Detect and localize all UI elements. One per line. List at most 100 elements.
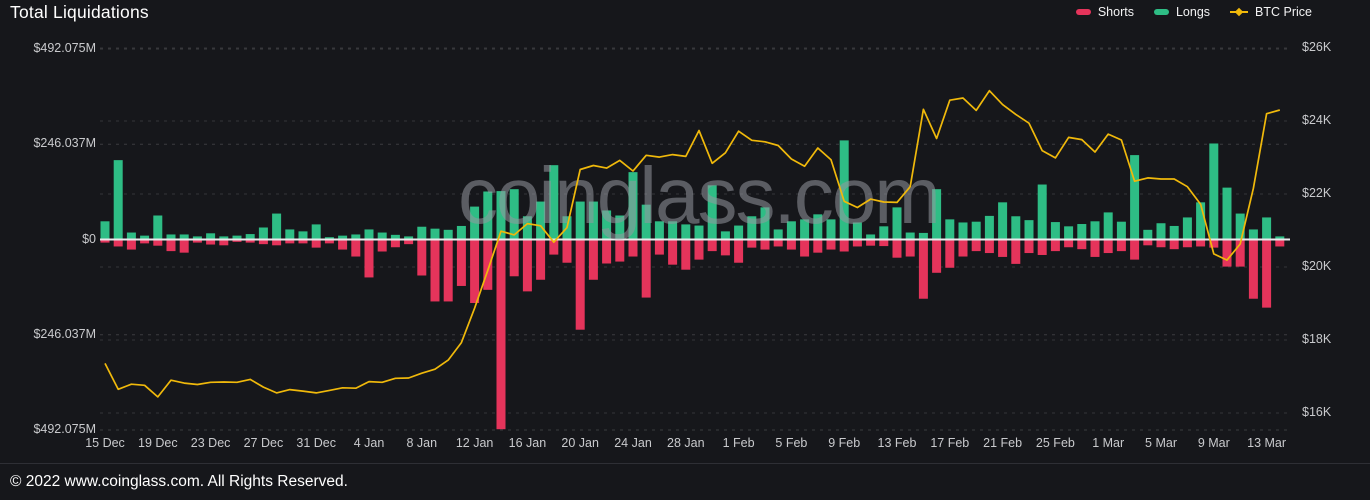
left-axis-tick-label: $492.075M [33, 422, 96, 436]
bar-short [1090, 239, 1100, 257]
longs-swatch-icon [1153, 9, 1169, 15]
x-axis-tick-label: 21 Feb [983, 436, 1023, 450]
bar-short [113, 239, 123, 247]
copyright-text: © 2022 www.coinglass.com. All Rights Res… [10, 473, 348, 490]
bar-short [1182, 239, 1192, 248]
x-axis-tick-label: 23 Dec [190, 436, 231, 450]
bar-short [602, 239, 612, 264]
bar-short [351, 239, 361, 257]
btc-price-line-icon [1230, 7, 1249, 16]
bar-long [1011, 216, 1021, 240]
bar-short [245, 239, 255, 243]
bar-long [681, 224, 691, 240]
bar-short [615, 239, 625, 262]
bar-short [232, 239, 242, 242]
bar-long [1050, 222, 1060, 240]
bar-long [338, 235, 348, 240]
bar-short [813, 239, 823, 253]
bar-short [1222, 239, 1232, 267]
bar-long [826, 219, 836, 240]
bar-short [483, 239, 493, 290]
bar-long [1275, 236, 1285, 240]
x-axis-tick-label: 1 Mar [1092, 436, 1125, 450]
bar-long [100, 221, 110, 240]
bar-long [1116, 221, 1126, 240]
bar-short [800, 239, 810, 257]
x-axis-tick-label: 24 Jan [614, 436, 652, 450]
bar-short [681, 239, 691, 270]
bar-short [1011, 239, 1021, 264]
bar-short [192, 239, 202, 243]
page-title: Total Liquidations [10, 2, 149, 22]
bar-long [800, 219, 810, 240]
bar-long [166, 234, 176, 240]
bar-short [1064, 239, 1074, 248]
bar-short [786, 239, 796, 250]
bar-short [1024, 239, 1034, 254]
bar-long [932, 189, 942, 240]
bar-long [272, 213, 282, 240]
bar-short [549, 239, 559, 255]
right-axis-tick-label: $22K [1302, 186, 1332, 200]
bar-long [694, 225, 704, 240]
bar-short [1262, 239, 1272, 308]
bar-long [417, 226, 427, 240]
bar-long [1037, 184, 1047, 240]
bar-long [536, 201, 546, 240]
bar-long [126, 232, 136, 240]
bar-long [773, 229, 783, 240]
legend-label-shorts: Shorts [1097, 5, 1134, 19]
shorts-bars [100, 239, 1285, 430]
coinglass-watermark: coinglass.com [458, 151, 941, 240]
bar-short [1130, 239, 1140, 260]
bar-short [285, 239, 295, 244]
bar-long [483, 191, 493, 240]
bar-short [998, 239, 1008, 257]
bar-long [1156, 223, 1166, 240]
bar-long [179, 234, 189, 240]
bar-long [707, 185, 717, 240]
bar-short [1169, 239, 1179, 250]
bar-long [1103, 212, 1113, 240]
chart-legend: Shorts Longs BTC Price [1075, 5, 1312, 19]
bar-long [839, 140, 849, 240]
bar-long [628, 172, 638, 240]
bar-long [641, 204, 651, 240]
bar-short [654, 239, 664, 255]
bar-long [113, 160, 123, 240]
bar-short [905, 239, 915, 257]
bar-short [641, 239, 651, 298]
x-axis-tick-label: 13 Feb [877, 436, 917, 450]
legend-item-longs[interactable]: Longs [1153, 5, 1210, 19]
bar-long [219, 236, 229, 240]
bar-short [1248, 239, 1258, 299]
bar-short [404, 239, 414, 245]
bar-short [1077, 239, 1087, 250]
bar-short [1275, 239, 1285, 247]
bar-short [377, 239, 387, 252]
shorts-swatch-icon [1075, 9, 1091, 15]
bar-short [958, 239, 968, 257]
legend-item-shorts[interactable]: Shorts [1075, 5, 1134, 19]
left-axis-tick-label: $0 [82, 231, 96, 246]
x-axis-tick-label: 19 Dec [137, 436, 178, 450]
x-axis-tick-label: 5 Mar [1145, 436, 1177, 450]
legend-item-btc-price[interactable]: BTC Price [1230, 5, 1312, 19]
bar-short [1103, 239, 1113, 254]
bar-short [575, 239, 585, 330]
x-axis-tick-label: 8 Jan [406, 436, 438, 450]
x-axis-tick-label: 9 Mar [1197, 436, 1230, 450]
bar-long [311, 224, 321, 240]
bar-short [1196, 239, 1206, 247]
diamond-marker-icon [1234, 7, 1244, 16]
bar-long [1169, 225, 1179, 240]
bar-long [351, 234, 361, 240]
bar-short [971, 239, 981, 252]
bar-long [720, 231, 730, 240]
bar-short [773, 239, 783, 247]
bar-long [1077, 224, 1087, 240]
bar-long [654, 221, 664, 240]
bar-long [1196, 202, 1206, 240]
right-axis-tick-label: $26K [1302, 40, 1332, 54]
